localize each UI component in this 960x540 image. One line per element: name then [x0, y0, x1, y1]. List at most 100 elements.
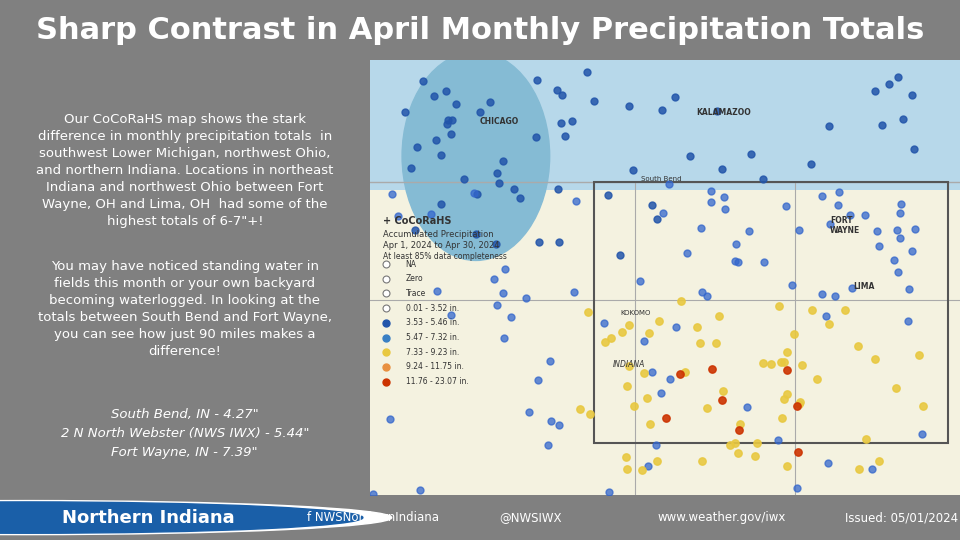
Point [904, 91, 920, 99]
Point [763, 360, 779, 368]
Point [444, 130, 459, 138]
Text: KALAMAZOO: KALAMAZOO [696, 108, 752, 117]
Point [385, 189, 400, 198]
Point [366, 489, 381, 498]
Point [448, 99, 464, 108]
Point [553, 119, 568, 127]
Point [814, 192, 829, 200]
Text: Apr 1, 2024 to Apr 30, 2024: Apr 1, 2024 to Apr 30, 2024 [383, 241, 499, 250]
Point [792, 397, 807, 406]
Point [915, 402, 930, 410]
Text: NA: NA [405, 260, 417, 268]
Point [580, 68, 595, 76]
Point [416, 77, 431, 86]
Point [540, 440, 556, 449]
Point [472, 107, 488, 116]
Point [900, 316, 916, 325]
Point [543, 416, 559, 425]
Point [644, 201, 660, 210]
Point [714, 164, 730, 173]
Point [661, 179, 677, 188]
Point [845, 283, 860, 292]
Point [426, 92, 442, 100]
Point [729, 240, 744, 248]
Text: + CoCoRaHS: + CoCoRaHS [383, 216, 451, 226]
Point [700, 404, 715, 413]
Point [383, 415, 398, 423]
Point [818, 312, 833, 320]
Point [906, 145, 922, 154]
Point [636, 337, 652, 346]
Point [821, 320, 836, 328]
Point [732, 420, 748, 429]
Point [867, 355, 882, 363]
Point [674, 297, 689, 306]
Point [823, 220, 838, 228]
Point [549, 86, 564, 94]
Text: At least 85% data completeness: At least 85% data completeness [383, 252, 507, 261]
Point [582, 410, 597, 418]
Point [731, 258, 746, 267]
Point [513, 194, 528, 202]
Point [490, 169, 505, 178]
Point [573, 404, 588, 413]
Point [911, 350, 926, 359]
Point [875, 120, 890, 129]
Point [456, 174, 471, 183]
Point [429, 287, 444, 295]
Point [804, 306, 820, 314]
Text: FORT
WAYNE: FORT WAYNE [830, 216, 860, 235]
Point [529, 75, 544, 84]
Point [469, 190, 485, 199]
Point [596, 319, 612, 328]
Point [487, 274, 502, 283]
Point [659, 413, 674, 422]
Point [809, 374, 825, 383]
Point [842, 210, 857, 219]
Point [621, 362, 636, 370]
Text: 3.53 - 5.46 in.: 3.53 - 5.46 in. [405, 319, 459, 327]
Point [621, 102, 636, 111]
Point [907, 225, 923, 234]
Point [635, 466, 650, 475]
Point [893, 208, 908, 217]
Point [693, 224, 708, 233]
Point [404, 164, 420, 172]
Text: CHICAGO: CHICAGO [480, 117, 519, 126]
Point [662, 375, 678, 383]
Point [694, 288, 709, 296]
Point [650, 457, 665, 465]
Point [655, 208, 670, 217]
Text: Issued: 05/01/2024 12:00 PM: Issued: 05/01/2024 12:00 PM [845, 511, 960, 524]
Text: 9.24 - 11.75 in.: 9.24 - 11.75 in. [405, 362, 464, 372]
Point [557, 132, 572, 140]
Point [786, 329, 802, 338]
Point [565, 287, 581, 296]
Point [551, 238, 566, 246]
Point [774, 357, 789, 366]
Point [779, 202, 794, 211]
Point [531, 376, 546, 384]
Text: 5.47 - 7.32 in.: 5.47 - 7.32 in. [405, 333, 459, 342]
Text: Accumulated Precipitation: Accumulated Precipitation [383, 230, 493, 239]
Point [891, 268, 906, 276]
Point [830, 200, 846, 209]
Point [651, 316, 666, 325]
Point [780, 365, 795, 374]
Text: Trace: Trace [405, 289, 425, 298]
Point [648, 441, 663, 449]
Point [772, 302, 787, 310]
Point [717, 205, 732, 213]
Point [597, 338, 612, 347]
Point [789, 401, 804, 410]
Point [495, 289, 511, 298]
Point [410, 143, 425, 151]
Point [678, 367, 693, 376]
Point [441, 116, 456, 124]
Point [503, 313, 518, 322]
Point [586, 97, 601, 105]
Point [655, 106, 670, 114]
Point [749, 438, 764, 447]
Point [791, 226, 806, 234]
Point [858, 211, 874, 219]
